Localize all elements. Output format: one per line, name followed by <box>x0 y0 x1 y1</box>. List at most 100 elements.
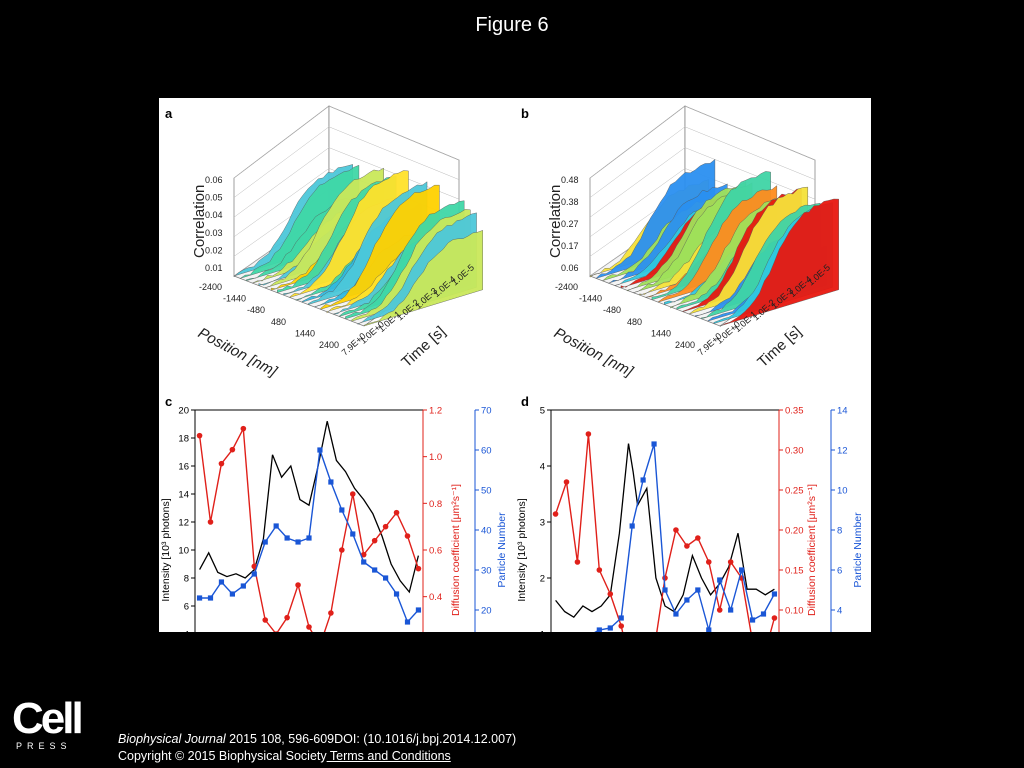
right-axis-tick-label: 0.6 <box>429 546 442 557</box>
data-point <box>640 477 646 483</box>
panel-a-position-tick: 1440 <box>295 328 315 338</box>
panel-a-position-tick: 480 <box>271 317 286 327</box>
terms-and-conditions-link[interactable]: Terms and Conditions <box>326 749 451 763</box>
panel-c-chart: -2000-1000010002000Position [nm]02468101… <box>160 406 508 724</box>
right-axis-tick-label: 0.20 <box>785 526 804 537</box>
citation-footer: Biophysical Journal 2015 108, 596-609DOI… <box>118 731 516 765</box>
data-point <box>404 533 411 539</box>
right-axis-tick-label: 0.15 <box>785 566 804 577</box>
panel-b-letter: b <box>521 106 529 121</box>
panel-b-position-tick: -2400 <box>555 282 578 292</box>
left-axis-tick-label: 18 <box>178 434 189 445</box>
panel-b-z-tick: 0.06 <box>561 263 579 273</box>
left-axis-tick-label: 16 <box>178 462 189 473</box>
right-axis-tick-label: 0.25 <box>785 486 804 497</box>
panel-a-3d-plot: 0.06 0.05 0.04 0.03 0.02 0.01 Correlation -24… <box>191 105 483 381</box>
panel-a-z-tick: 0.01 <box>205 263 223 273</box>
data-point <box>196 432 203 439</box>
panel-a-z-tick: 0.04 <box>205 210 223 220</box>
panel-b-3d-plot: 0.48 0.38 0.27 0.17 0.06 Correlation -2400-1… <box>547 105 839 381</box>
data-point <box>295 582 301 588</box>
data-point <box>382 523 389 530</box>
right-axis-tick-label: 0.8 <box>429 499 442 510</box>
data-point <box>706 627 712 633</box>
copyright-text: Copyright © 2015 Biophysical Society <box>118 749 327 763</box>
figure-canvas: a 0.06 0.05 0.04 0.03 0.02 0.01 Correlation -… <box>160 105 864 724</box>
right-axis-tick-label: 0.4 <box>429 592 442 603</box>
data-point <box>749 617 756 623</box>
right2-axis-label: Particle Number <box>852 512 864 588</box>
data-point <box>596 627 602 633</box>
data-point <box>673 527 679 533</box>
data-point <box>361 559 367 565</box>
data-point <box>284 614 290 621</box>
panel-b-z-tick: 0.27 <box>561 219 579 229</box>
right-axis-tick-label: 1.2 <box>429 406 442 417</box>
left-axis-tick-label: 4 <box>540 462 545 473</box>
right2-axis-tick-label: 20 <box>481 606 492 617</box>
right-axis-label: Diffusion coefficient [μm²s⁻¹] <box>450 484 462 616</box>
data-point <box>695 535 701 541</box>
data-point <box>393 591 400 597</box>
data-point <box>350 531 356 537</box>
data-point <box>251 563 258 570</box>
data-point <box>371 537 378 544</box>
figure-title: Figure 6 <box>475 14 549 36</box>
data-point <box>339 507 345 513</box>
left-axis-tick-label: 1 <box>540 630 545 633</box>
data-point <box>727 559 734 565</box>
panel-a-z-tick: 0.03 <box>205 228 223 238</box>
citation-details: 2015 108, 596-609DOI: (10.1016/j.bpj.201… <box>225 732 517 746</box>
data-point <box>415 565 422 572</box>
panel-b: b 0.48 0.38 0.27 0.17 0.06 Correlation -2400… <box>521 105 839 381</box>
data-point <box>306 535 312 541</box>
panel-a-z-tick: 0.02 <box>205 246 223 256</box>
data-point <box>349 491 356 497</box>
left-axis-tick-label: 20 <box>178 406 189 417</box>
panel-a-position-tick: -2400 <box>199 282 222 292</box>
panel-a-position-label: Position [nm] <box>195 325 280 381</box>
series-line-2 <box>555 443 776 645</box>
data-point <box>218 579 225 585</box>
data-point <box>339 547 345 553</box>
data-point <box>240 425 247 432</box>
right2-axis-tick-label: 70 <box>481 406 492 417</box>
data-point <box>262 539 268 545</box>
data-point <box>328 479 334 485</box>
data-point <box>563 479 570 485</box>
data-point <box>317 447 323 453</box>
right-axis-label: Diffusion coefficient [μm²s⁻¹] <box>806 484 818 616</box>
panel-b-z-label: Correlation <box>547 185 564 258</box>
data-point <box>240 583 246 589</box>
panel-b-position-tick: 2400 <box>675 340 695 350</box>
data-point <box>662 587 668 593</box>
left-axis-tick-label: 4 <box>184 630 189 633</box>
data-point <box>207 595 214 601</box>
right-axis-tick-label: 0.35 <box>785 406 804 417</box>
panel-b-z-tick: 0.38 <box>561 197 579 207</box>
panel-b-position-label: Position [nm] <box>551 325 636 381</box>
left-axis-label: Intensity [10³ photons] <box>160 498 172 601</box>
data-point <box>372 567 378 573</box>
data-point <box>251 571 257 577</box>
panel-a-z-tick: 0.06 <box>205 175 223 185</box>
right-axis-tick-label: 0.30 <box>785 446 804 457</box>
data-point <box>684 597 690 603</box>
figure-panel-area: a 0.06 0.05 0.04 0.03 0.02 0.01 Correlation -… <box>159 98 871 724</box>
data-point <box>552 511 559 517</box>
cell-press-logo[interactable]: Cell <box>12 694 84 743</box>
data-point <box>684 543 690 549</box>
data-point <box>306 624 312 630</box>
panel-d-chart: -2000-1000010002000Position [nm]012345In… <box>516 406 864 724</box>
data-point <box>771 591 778 597</box>
data-point <box>673 611 679 617</box>
series-line-0 <box>555 443 775 619</box>
data-point <box>229 591 235 597</box>
panel-b-time-label: Time [s] <box>754 323 805 371</box>
panel-c: c -2000-1000010002000Position [nm]024681… <box>160 394 508 724</box>
right2-axis-tick-label: 60 <box>481 446 492 457</box>
panel-b-z-tick: 0.17 <box>561 241 579 251</box>
panel-d-letter: d <box>521 394 529 409</box>
right2-axis-tick-label: 6 <box>837 566 842 577</box>
left-axis-tick-label: 6 <box>184 602 189 613</box>
